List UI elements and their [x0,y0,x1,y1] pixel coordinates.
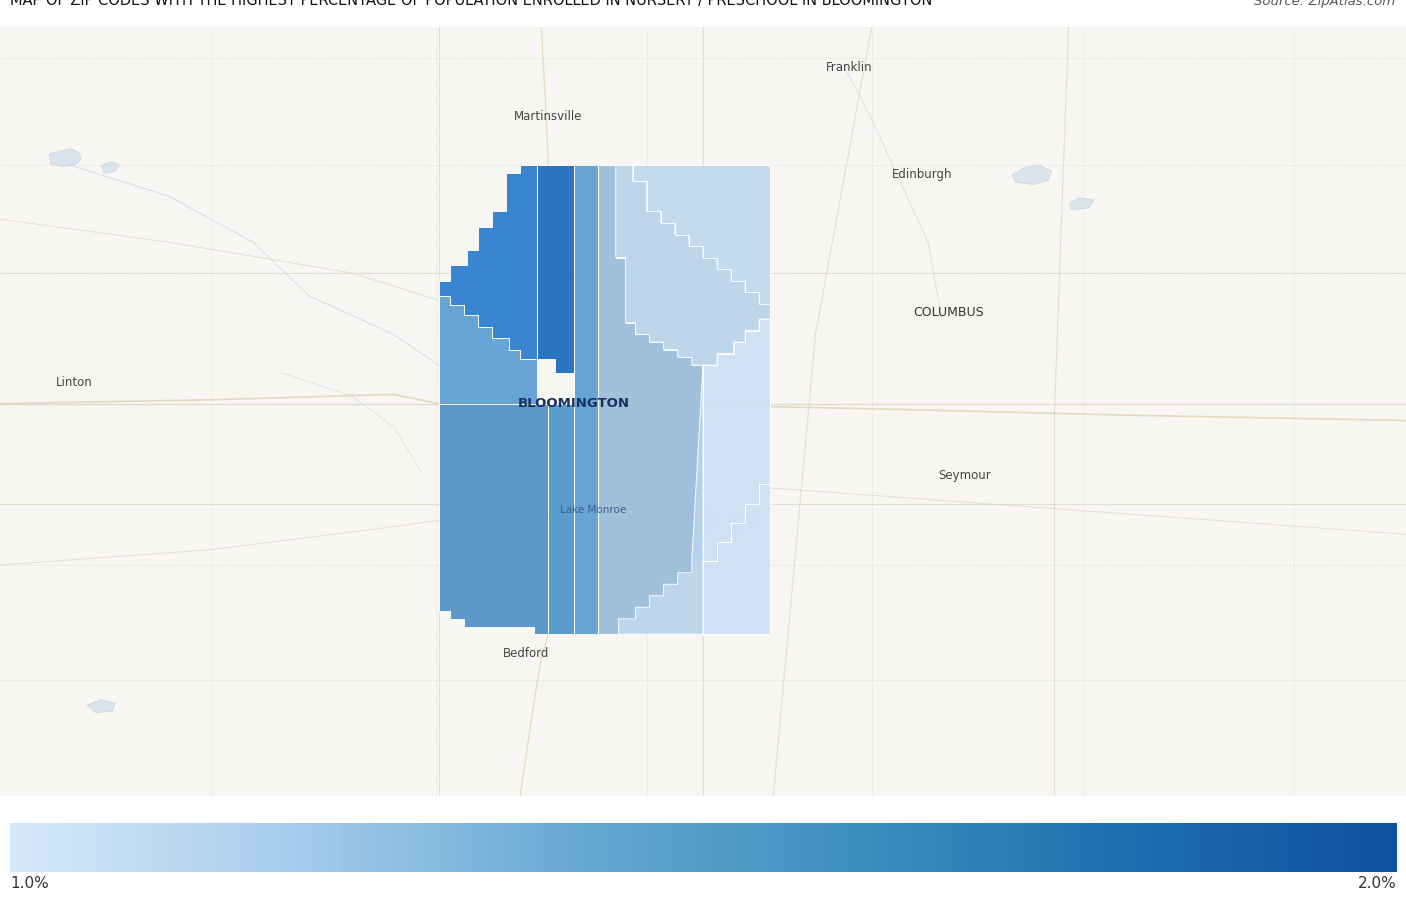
Text: Source: ZipAtlas.com: Source: ZipAtlas.com [1254,0,1395,8]
Text: BLOOMINGTON: BLOOMINGTON [517,397,630,410]
Polygon shape [548,404,574,634]
Text: Bedford: Bedford [503,647,548,660]
Polygon shape [439,296,537,404]
Polygon shape [574,165,598,634]
Polygon shape [703,304,770,634]
Text: COLUMBUS: COLUMBUS [914,307,984,319]
Polygon shape [87,699,115,713]
Text: Seymour: Seymour [938,469,991,483]
Polygon shape [49,148,82,167]
Polygon shape [439,404,548,634]
Polygon shape [647,507,720,540]
Text: 2.0%: 2.0% [1357,877,1396,891]
Text: Martinsville: Martinsville [515,111,582,123]
Polygon shape [728,512,762,530]
Polygon shape [1012,165,1052,184]
Polygon shape [616,165,770,634]
Polygon shape [101,162,120,173]
Polygon shape [439,165,537,359]
Text: Franklin: Franklin [825,61,873,75]
FancyBboxPatch shape [0,27,1406,796]
Text: MAP OF ZIP CODES WITH THE HIGHEST PERCENTAGE OF POPULATION ENROLLED IN NURSERY /: MAP OF ZIP CODES WITH THE HIGHEST PERCEN… [10,0,932,8]
Text: Linton: Linton [56,376,93,388]
Text: Edinburgh: Edinburgh [891,168,953,181]
Polygon shape [537,165,574,373]
Polygon shape [1069,198,1094,209]
Polygon shape [633,165,770,304]
Polygon shape [598,165,703,634]
Text: Lake Monroe: Lake Monroe [560,504,627,515]
Text: 1.0%: 1.0% [10,877,49,891]
